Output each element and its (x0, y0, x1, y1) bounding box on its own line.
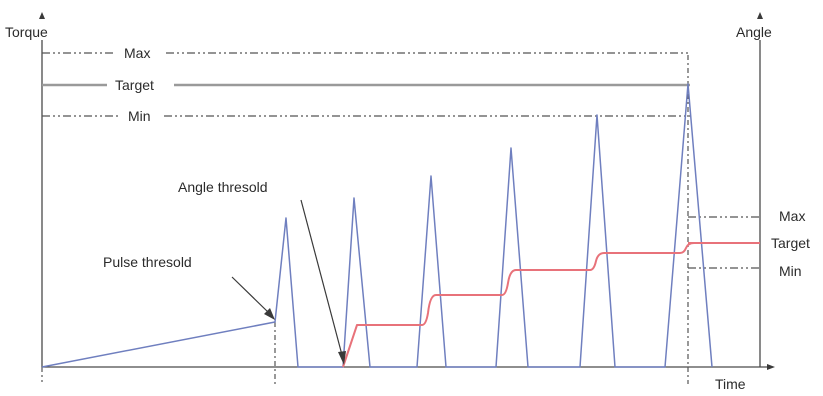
torque-curve (41, 83, 713, 368)
torque-min-label: Min (128, 108, 151, 124)
torque-target-label: Target (115, 77, 154, 93)
angle-min-label: Min (779, 263, 802, 279)
torque-axis-label: Torque (5, 24, 48, 40)
angle-max-label: Max (779, 208, 805, 224)
pulse-threshold-arrowhead (264, 308, 275, 320)
time-axis-arrow (767, 364, 775, 370)
pulse-threshold-pointer (231, 276, 270, 314)
angle-axis-arrow (757, 12, 763, 19)
pulse-threshold-label: Pulse thresold (103, 254, 192, 270)
angle-target-label: Target (771, 235, 810, 251)
angle-axis-label: Angle (736, 24, 772, 40)
time-axis-label: Time (715, 376, 746, 392)
angle-curve (342, 242, 760, 368)
angle-threshold-arrowhead (338, 351, 346, 365)
torque-axis-arrow (39, 12, 45, 19)
angle-threshold-pointer (300, 199, 343, 356)
torque-max-label: Max (124, 45, 150, 61)
angle-threshold-label: Angle thresold (178, 179, 268, 195)
